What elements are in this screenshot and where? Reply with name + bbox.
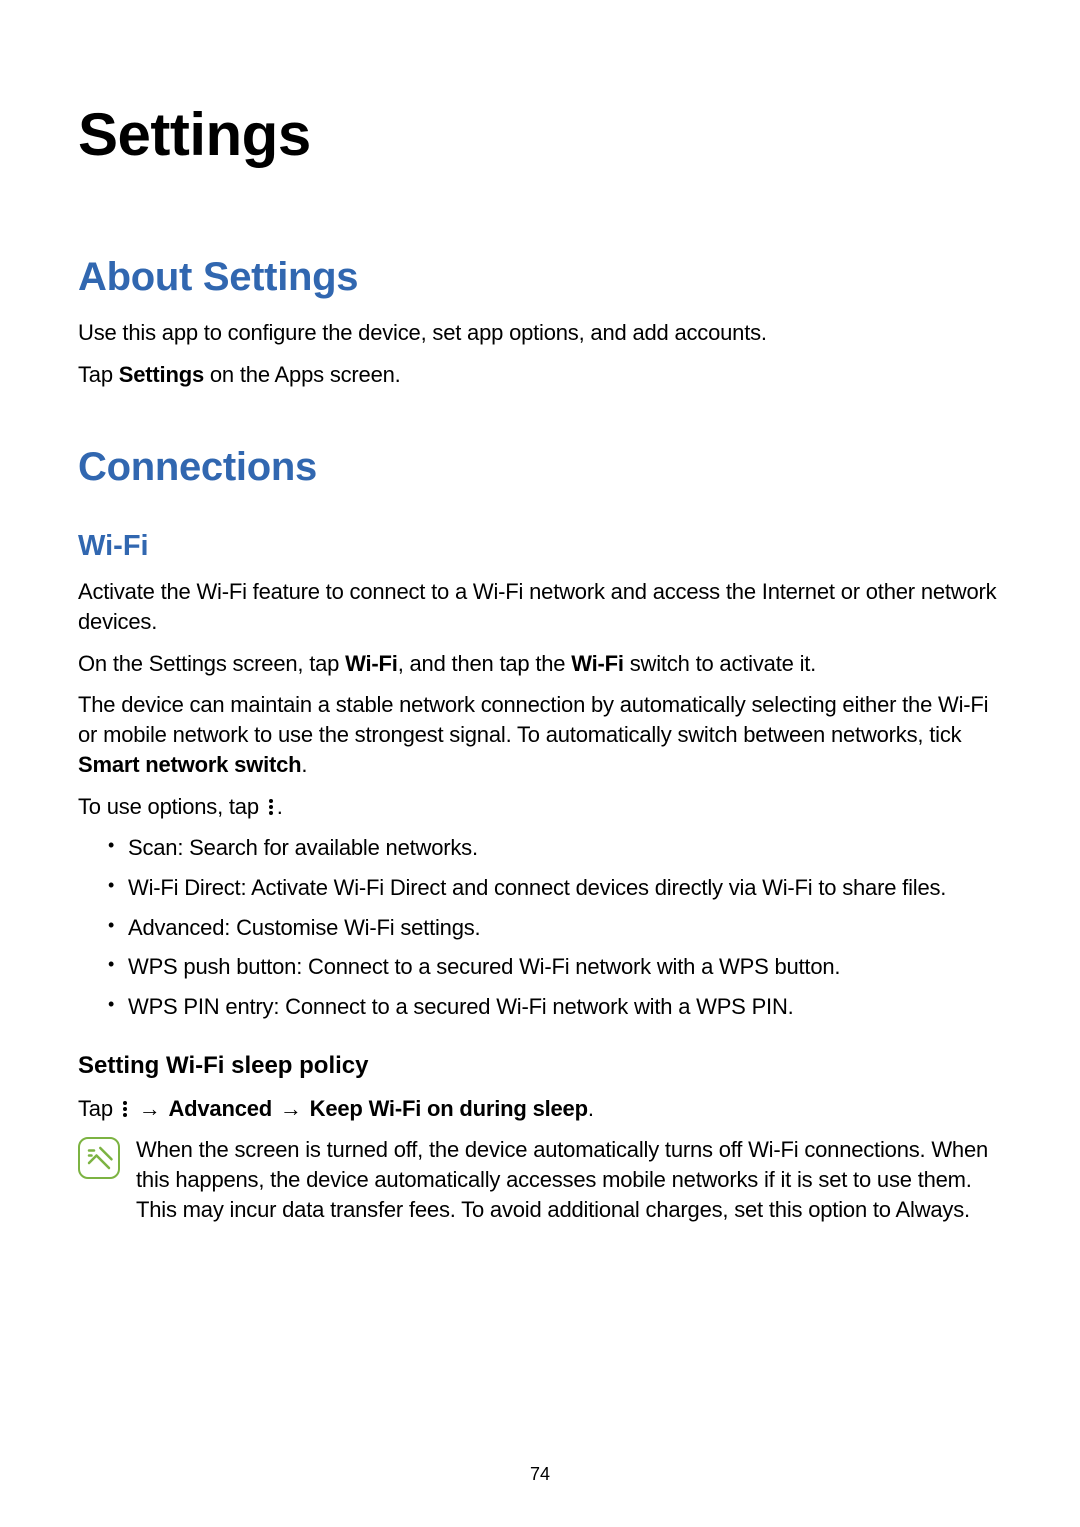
about-line2-post: on the Apps screen. — [204, 362, 401, 387]
wifi-p3-post: . — [301, 752, 307, 777]
wifi-p3-bold: Smart network switch — [78, 752, 301, 777]
list-item: Scan: Search for available networks. — [108, 833, 1002, 863]
note-bold: Always — [896, 1197, 965, 1222]
wifi-p2-b2: Wi-Fi — [571, 651, 624, 676]
option-label: Scan — [128, 835, 177, 860]
page-title: Settings — [78, 100, 1002, 169]
page-number: 74 — [0, 1464, 1080, 1485]
heading-connections: Connections — [78, 445, 1002, 490]
wifi-p2: On the Settings screen, tap Wi-Fi, and t… — [78, 649, 1002, 679]
wifi-p2-mid: , and then tap the — [398, 651, 572, 676]
note-pre: When the screen is turned off, the devic… — [136, 1137, 988, 1221]
wifi-p3: The device can maintain a stable network… — [78, 690, 1002, 779]
note-post: . — [964, 1197, 970, 1222]
arrow-icon: → — [280, 1096, 302, 1121]
wifi-p4-pre: To use options, tap — [78, 794, 265, 819]
wifi-p2-pre: On the Settings screen, tap — [78, 651, 345, 676]
wifi-p3-pre: The device can maintain a stable network… — [78, 692, 988, 747]
wifi-p2-b1: Wi-Fi — [345, 651, 398, 676]
wifi-options-list: Scan: Search for available networks. Wi-… — [108, 833, 1002, 1021]
option-desc: : Activate Wi-Fi Direct and connect devi… — [240, 875, 946, 900]
sleep-post: . — [588, 1096, 594, 1121]
note-text: When the screen is turned off, the devic… — [136, 1135, 1002, 1224]
arrow-icon: → — [139, 1096, 161, 1121]
wifi-p1: Activate the Wi-Fi feature to connect to… — [78, 577, 1002, 636]
option-label: WPS PIN entry — [128, 994, 273, 1019]
sleep-b1: Advanced — [168, 1096, 272, 1121]
option-label: WPS push button — [128, 954, 296, 979]
about-line1: Use this app to configure the device, se… — [78, 318, 1002, 348]
about-line2-pre: Tap — [78, 362, 119, 387]
wifi-p4: To use options, tap . — [78, 792, 1002, 822]
heading-sleep-policy: Setting Wi-Fi sleep policy — [78, 1052, 1002, 1080]
sleep-pre: Tap — [78, 1096, 119, 1121]
more-options-icon — [265, 798, 277, 816]
sleep-policy-line: Tap → Advanced → Keep Wi-Fi on during sl… — [78, 1094, 1002, 1124]
option-desc: : Connect to a secured Wi-Fi network wit… — [273, 994, 793, 1019]
wifi-p2-post: switch to activate it. — [624, 651, 816, 676]
option-desc: : Connect to a secured Wi-Fi network wit… — [296, 954, 840, 979]
sleep-b2: Keep Wi-Fi on during sleep — [310, 1096, 588, 1121]
list-item: WPS push button: Connect to a secured Wi… — [108, 952, 1002, 982]
note-icon — [78, 1137, 120, 1179]
list-item: WPS PIN entry: Connect to a secured Wi-F… — [108, 992, 1002, 1022]
about-line2-bold: Settings — [119, 362, 204, 387]
about-line2: Tap Settings on the Apps screen. — [78, 360, 1002, 390]
heading-wifi: Wi-Fi — [78, 530, 1002, 563]
more-options-icon — [119, 1100, 131, 1118]
heading-about-settings: About Settings — [78, 255, 1002, 300]
option-desc: : Customise Wi-Fi settings. — [224, 915, 480, 940]
option-label: Advanced — [128, 915, 224, 940]
list-item: Wi-Fi Direct: Activate Wi-Fi Direct and … — [108, 873, 1002, 903]
note-block: When the screen is turned off, the devic… — [78, 1135, 1002, 1224]
wifi-p4-post: . — [277, 794, 283, 819]
option-desc: : Search for available networks. — [177, 835, 478, 860]
option-label: Wi-Fi Direct — [128, 875, 240, 900]
list-item: Advanced: Customise Wi-Fi settings. — [108, 913, 1002, 943]
